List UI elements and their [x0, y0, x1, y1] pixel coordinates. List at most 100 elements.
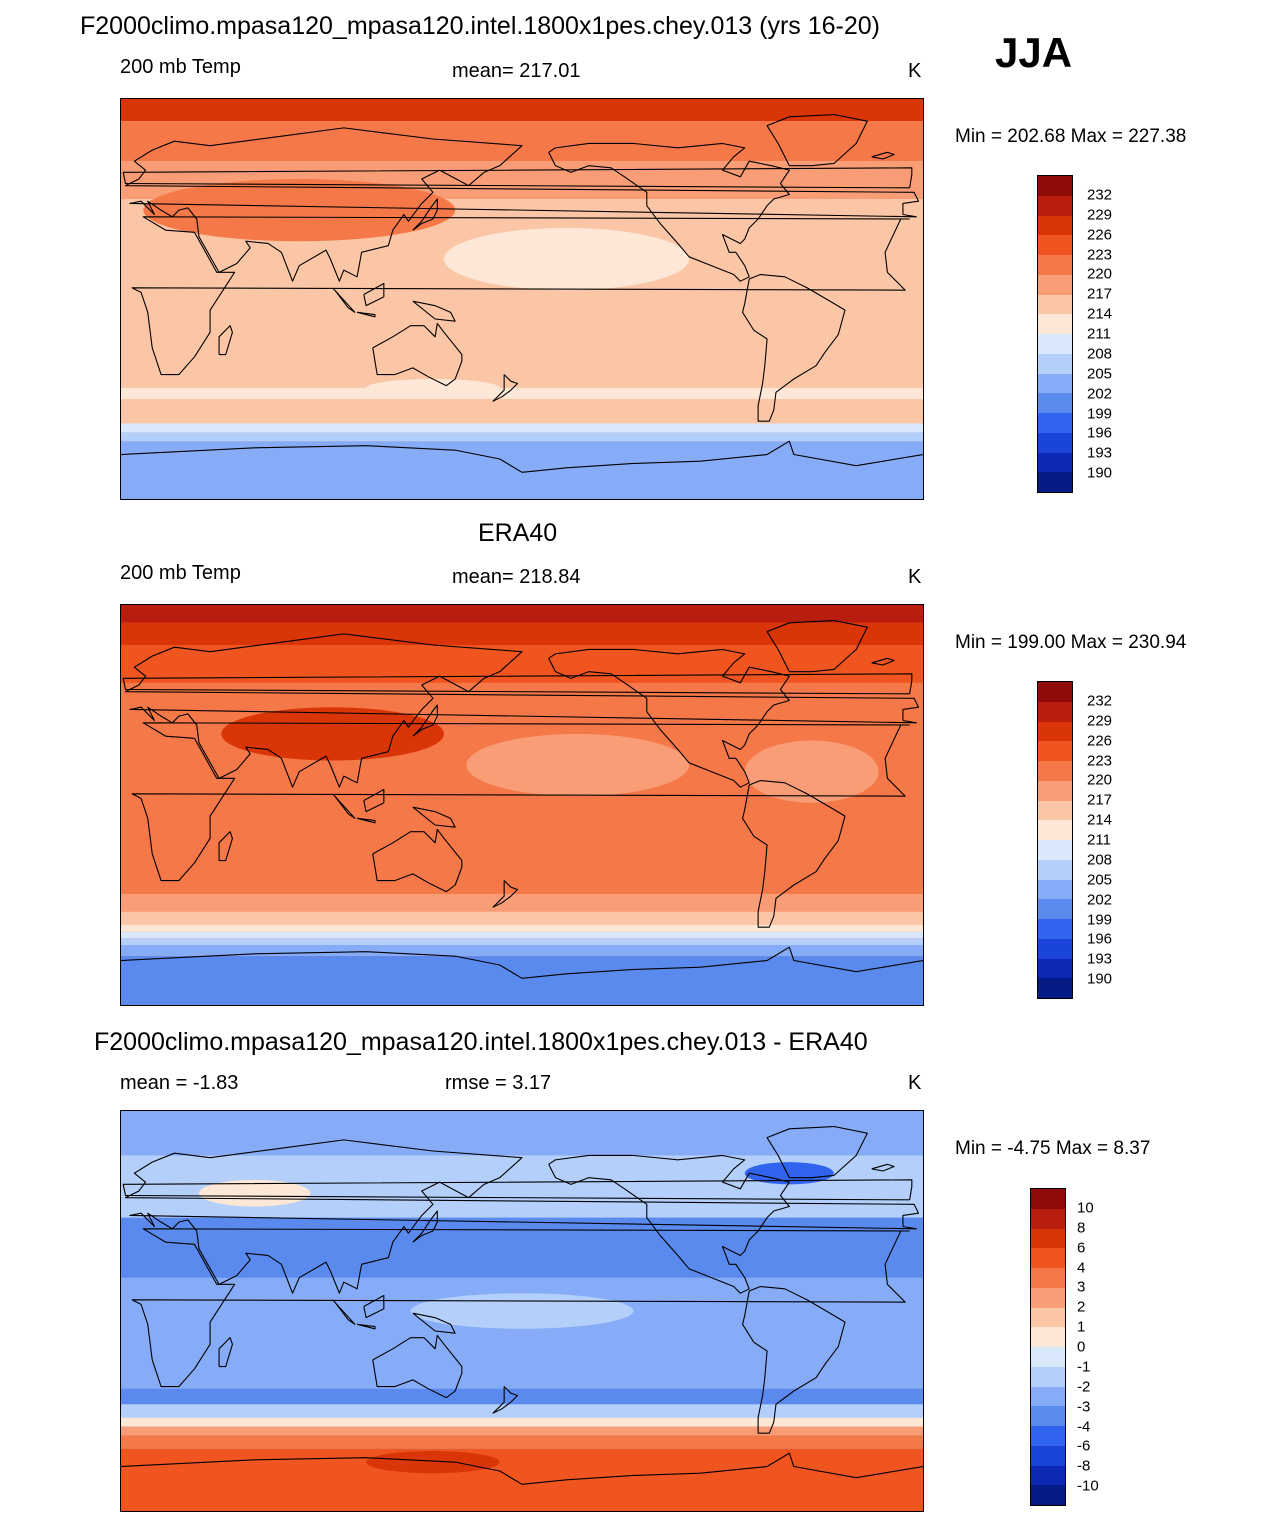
colorbar-label: 202: [1087, 385, 1113, 403]
panel-1-colorbar: [1037, 175, 1073, 493]
colorbar-swatch: [1038, 452, 1072, 473]
coastline: [766, 113, 868, 167]
coastline: [332, 793, 356, 819]
coastline: [122, 167, 913, 189]
panel-3-map: [120, 1110, 924, 1512]
colorbar-swatch: [1038, 840, 1072, 860]
colorbar-swatch: [1038, 780, 1072, 801]
coastline: [372, 828, 463, 893]
panel-3-title: F2000climo.mpasa120_mpasa120.intel.1800x…: [94, 1028, 868, 1056]
colorbar-swatch: [1038, 899, 1072, 919]
colorbar-label: 211: [1087, 325, 1111, 343]
colorbar-label: 232: [1087, 186, 1113, 204]
field-band: [121, 1404, 923, 1418]
colorbar-swatch: [1038, 353, 1072, 374]
colorbar-label: 196: [1087, 424, 1113, 442]
coastline: [372, 322, 463, 387]
colorbar-label: 190: [1087, 464, 1113, 482]
coastline: [412, 1210, 438, 1243]
colorbar-label: -3: [1077, 1398, 1091, 1416]
colorbar-label: 3: [1077, 1278, 1086, 1296]
coastline: [356, 1323, 376, 1330]
colorbar-label: 0: [1077, 1338, 1086, 1356]
colorbar-swatch: [1031, 1307, 1065, 1328]
coastline: [121, 1452, 923, 1485]
field-anomaly: [198, 1179, 311, 1207]
coastline: [412, 1312, 456, 1334]
colorbar-label: 217: [1087, 285, 1113, 303]
colorbar-label: 223: [1087, 752, 1113, 769]
panel-2-map-svg: [121, 605, 923, 1005]
colorbar-swatch: [1038, 978, 1072, 998]
colorbar-swatch: [1031, 1386, 1065, 1407]
field-band: [121, 1426, 923, 1436]
colorbar-swatch: [1038, 373, 1072, 394]
colorbar-swatch: [1038, 432, 1072, 453]
field-anomaly: [444, 227, 690, 291]
colorbar-label: -2: [1077, 1378, 1091, 1396]
field-band: [121, 423, 923, 433]
coastline: [124, 127, 920, 282]
colorbar-label: 202: [1087, 891, 1113, 909]
panel-2-map: [120, 604, 924, 1006]
field-band: [121, 938, 923, 945]
colorbar-swatch: [1031, 1426, 1065, 1446]
colorbar-swatch: [1038, 721, 1072, 742]
field-anomaly: [466, 733, 690, 797]
colorbar-swatch: [1038, 919, 1072, 939]
colorbar-swatch: [1031, 1347, 1065, 1367]
colorbar-label: -6: [1077, 1437, 1091, 1455]
colorbar-swatch: [1038, 334, 1072, 354]
colorbar-swatch: [1038, 294, 1072, 315]
colorbar-swatch: [1038, 701, 1072, 722]
panel-2-minmax: Min = 199.00 Max = 230.94: [955, 632, 1187, 653]
coastline: [122, 673, 913, 695]
colorbar-label: 214: [1087, 305, 1113, 323]
colorbar-swatch: [1038, 274, 1072, 295]
colorbar-swatch: [1038, 235, 1072, 255]
season-label: JJA: [995, 29, 1073, 76]
colorbar-label: 2: [1077, 1298, 1086, 1316]
coastline: [131, 722, 910, 882]
field-band: [121, 893, 923, 912]
coastline: [492, 880, 519, 908]
colorbar-label: 211: [1087, 831, 1111, 849]
figure-title: F2000climo.mpasa120_mpasa120.intel.1800x…: [80, 12, 881, 40]
colorbar-swatch: [1031, 1465, 1065, 1486]
field-band: [121, 645, 923, 683]
colorbar-swatch: [1031, 1445, 1065, 1466]
colorbar-swatch: [1038, 413, 1072, 433]
panel-3-units: K: [908, 1072, 922, 1094]
colorbar-swatch: [1038, 176, 1072, 196]
field-anomaly: [744, 1162, 834, 1185]
colorbar-swatch: [1038, 314, 1072, 334]
colorbar-label: 223: [1087, 246, 1113, 263]
panel-3-colorbar: [1030, 1188, 1066, 1506]
coastline: [131, 216, 910, 376]
field-band: [121, 432, 923, 442]
coastline: [218, 325, 233, 356]
colorbar-label: 10: [1077, 1199, 1094, 1217]
panel-2-colorbar: [1037, 681, 1073, 999]
panel-2-units: K: [908, 566, 922, 588]
coastline: [363, 788, 385, 813]
colorbar-label: 199: [1087, 405, 1113, 422]
colorbar-label: 205: [1087, 871, 1113, 889]
coastline: [218, 831, 233, 862]
colorbar-swatch: [1038, 215, 1072, 236]
colorbar-swatch: [1038, 741, 1072, 761]
colorbar-swatch: [1038, 682, 1072, 702]
colorbar-swatch: [1038, 255, 1072, 275]
coastline: [332, 1299, 356, 1325]
field-band: [121, 931, 923, 939]
colorbar-swatch: [1031, 1485, 1065, 1505]
coastline: [122, 1179, 913, 1201]
coastline: [131, 1228, 910, 1388]
coastline: [412, 198, 438, 231]
colorbar-label: 8: [1077, 1219, 1086, 1237]
colorbar-swatch: [1031, 1248, 1065, 1268]
coastline: [871, 1163, 895, 1172]
colorbar-swatch: [1031, 1366, 1065, 1387]
coastline: [766, 619, 868, 673]
colorbar-label: 214: [1087, 811, 1113, 829]
